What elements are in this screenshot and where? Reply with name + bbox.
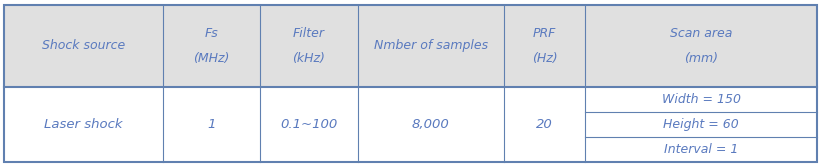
Text: Scan area: Scan area [670,27,732,40]
Text: 1: 1 [207,118,216,131]
Text: Width = 150: Width = 150 [662,93,741,106]
Text: (mm): (mm) [684,52,718,65]
Text: (kHz): (kHz) [292,52,325,65]
Text: 20: 20 [536,118,553,131]
Bar [358,5,504,87]
Text: Laser shock: Laser shock [44,118,122,131]
Text: (MHz): (MHz) [193,52,230,65]
Bar [504,5,585,87]
Text: 0.1~100: 0.1~100 [280,118,337,131]
Text: 8,000: 8,000 [412,118,450,131]
Text: PRF: PRF [533,27,557,40]
Text: Nmber of samples: Nmber of samples [374,39,488,52]
Bar [260,5,358,87]
Text: Fs: Fs [204,27,218,40]
Bar [4,87,817,162]
Text: Shock source: Shock source [42,39,125,52]
Text: Interval = 1: Interval = 1 [664,143,738,156]
Text: Height = 60: Height = 60 [663,118,739,131]
Bar [585,5,817,87]
Text: Filter: Filter [293,27,325,40]
Bar [4,5,163,87]
Text: (Hz): (Hz) [532,52,557,65]
Bar [163,5,260,87]
